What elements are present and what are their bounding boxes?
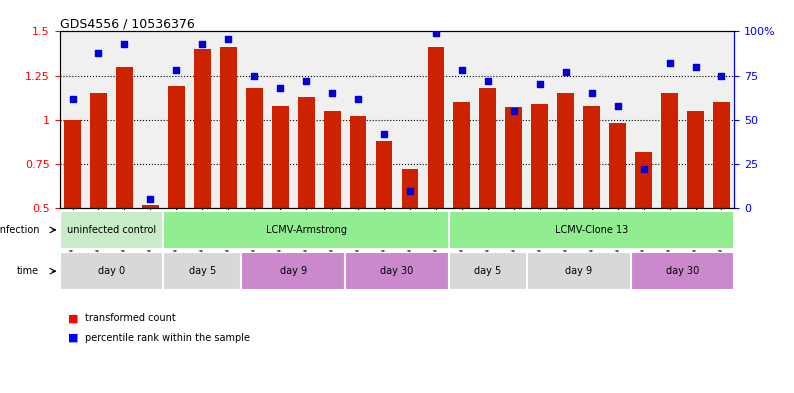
FancyBboxPatch shape	[164, 252, 241, 290]
Text: infection: infection	[0, 225, 39, 235]
Bar	[453, 102, 470, 297]
Bar	[531, 104, 548, 297]
Bar	[349, 116, 367, 297]
Point	[118, 41, 131, 47]
Text: percentile rank within the sample: percentile rank within the sample	[85, 333, 250, 343]
Point	[403, 187, 416, 194]
Point	[611, 103, 624, 109]
Point	[170, 67, 183, 73]
Bar	[635, 152, 652, 297]
Bar	[687, 111, 704, 297]
Bar	[64, 120, 81, 297]
Point	[585, 90, 598, 97]
Point	[715, 72, 728, 79]
Point	[534, 81, 546, 88]
Bar	[376, 141, 392, 297]
Text: day 5: day 5	[189, 266, 216, 276]
Bar	[90, 94, 107, 297]
Text: time: time	[17, 266, 39, 276]
Point	[663, 60, 676, 66]
Bar	[298, 97, 314, 297]
Bar	[480, 88, 496, 297]
Bar	[402, 169, 418, 297]
Point	[560, 69, 572, 75]
Point	[481, 78, 494, 84]
Text: GDS4556 / 10536376: GDS4556 / 10536376	[60, 17, 195, 30]
Text: day 0: day 0	[98, 266, 125, 276]
Point	[248, 72, 260, 79]
Point	[300, 78, 313, 84]
Bar	[324, 111, 341, 297]
Bar	[194, 49, 210, 297]
Bar	[505, 107, 522, 297]
Bar	[584, 106, 600, 297]
Text: day 30: day 30	[380, 266, 414, 276]
FancyBboxPatch shape	[60, 252, 164, 290]
Bar	[609, 123, 626, 297]
Point	[92, 50, 105, 56]
Point	[378, 131, 391, 137]
Point	[430, 30, 442, 37]
Point	[274, 85, 287, 91]
Point	[456, 67, 468, 73]
Bar	[661, 94, 678, 297]
Text: ■: ■	[67, 313, 78, 323]
FancyBboxPatch shape	[449, 252, 526, 290]
Text: ■: ■	[67, 333, 78, 343]
FancyBboxPatch shape	[526, 252, 630, 290]
Point	[507, 108, 520, 114]
Point	[222, 35, 235, 42]
FancyBboxPatch shape	[241, 252, 345, 290]
Text: uninfected control: uninfected control	[67, 225, 156, 235]
FancyBboxPatch shape	[60, 211, 164, 249]
Text: LCMV-Armstrong: LCMV-Armstrong	[266, 225, 347, 235]
FancyBboxPatch shape	[164, 211, 449, 249]
Bar	[142, 205, 159, 297]
Text: day 9: day 9	[565, 266, 592, 276]
Point	[326, 90, 338, 97]
Text: transformed count: transformed count	[85, 313, 175, 323]
Text: day 9: day 9	[279, 266, 306, 276]
Point	[196, 41, 209, 47]
Bar	[557, 94, 574, 297]
FancyBboxPatch shape	[449, 211, 734, 249]
Text: day 30: day 30	[666, 266, 700, 276]
Point	[638, 166, 650, 173]
Bar	[246, 88, 263, 297]
Point	[144, 196, 156, 203]
Text: day 5: day 5	[474, 266, 502, 276]
Point	[689, 64, 702, 70]
Bar	[272, 106, 289, 297]
Bar	[220, 48, 237, 297]
Bar	[713, 102, 730, 297]
Bar	[116, 67, 133, 297]
FancyBboxPatch shape	[345, 252, 449, 290]
Bar	[168, 86, 185, 297]
Bar	[427, 48, 445, 297]
Point	[66, 95, 79, 102]
FancyBboxPatch shape	[630, 252, 734, 290]
Point	[352, 95, 364, 102]
Text: LCMV-Clone 13: LCMV-Clone 13	[555, 225, 628, 235]
